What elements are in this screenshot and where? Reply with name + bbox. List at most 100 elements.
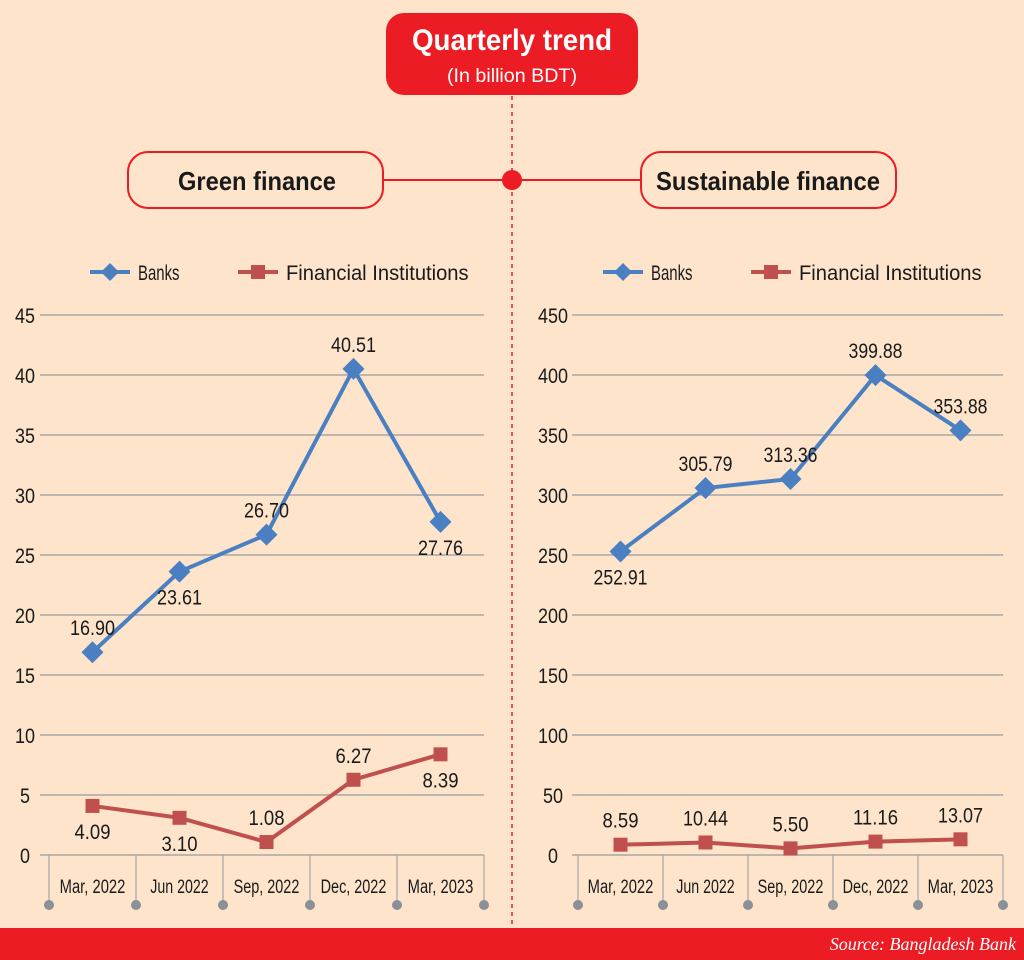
data-label: 353.88: [934, 395, 988, 418]
source-note: Source: Bangladesh Bank: [830, 934, 1017, 954]
data-label: 1.08: [249, 807, 285, 830]
y-tick-label: 30: [15, 485, 35, 508]
x-tick-label: Jun 2022: [150, 877, 208, 898]
data-label: 23.61: [157, 587, 202, 610]
y-tick-label: 45: [15, 305, 35, 328]
axis-dot: [828, 900, 838, 910]
y-tick-label: 100: [538, 725, 568, 748]
data-label: 6.27: [336, 745, 372, 768]
page-title: Quarterly trend: [412, 24, 612, 57]
data-point: [613, 837, 628, 852]
data-label: 27.76: [418, 537, 463, 560]
title-box: [386, 13, 638, 95]
y-tick-label: 40: [15, 365, 35, 388]
data-label: 40.51: [331, 334, 376, 357]
data-label: 10.44: [683, 807, 728, 830]
axis-dot: [658, 900, 668, 910]
data-point: [609, 540, 632, 563]
y-tick-label: 15: [15, 665, 35, 688]
x-tick-label: Mar, 2023: [928, 877, 994, 898]
data-label: 313.36: [764, 444, 818, 467]
y-tick-label: 200: [538, 605, 568, 628]
data-point: [85, 798, 100, 813]
data-point: [81, 641, 104, 664]
data-label: 13.07: [938, 804, 983, 827]
y-tick-label: 20: [15, 605, 35, 628]
x-tick-label: Mar, 2023: [408, 877, 474, 898]
green-finance-box: [127, 151, 384, 209]
x-tick-label: Mar, 2022: [588, 877, 654, 898]
axis-dot: [305, 900, 315, 910]
chart-sustainable-finance: 0 50 100 150 200 250 300 350 400 450 Mar, 2022 Jun …: [538, 262, 1008, 910]
y-tick-label: 150: [538, 665, 568, 688]
chart-green-finance: 0 5 10 15 20 25 30 35 40 45 Mar, 2022 Jun 2022 Sep, …: [15, 262, 489, 910]
diamond-marker-icon: [101, 263, 119, 281]
axis-dot: [218, 900, 228, 910]
data-point: [779, 467, 802, 490]
data-label: 8.39: [423, 769, 459, 792]
y-tick-label: 10: [15, 725, 35, 748]
data-point: [949, 419, 972, 442]
y-tick-label: 400: [538, 365, 568, 388]
data-point: [783, 841, 798, 856]
axis-dot: [743, 900, 753, 910]
diamond-marker-icon: [614, 263, 632, 281]
axis-dot: [998, 900, 1008, 910]
footer-bar: [0, 928, 1024, 960]
series-banks: 16.90 23.61 26.70 40.51 27.76: [70, 334, 463, 664]
legend-item-banks: Banks: [90, 262, 180, 285]
data-label: 252.91: [594, 567, 648, 590]
data-label: 3.10: [162, 833, 198, 856]
axis-dot: [131, 900, 141, 910]
x-tick-label: Dec, 2022: [321, 877, 387, 898]
legend-label: Banks: [138, 262, 180, 285]
data-point: [864, 364, 887, 387]
square-marker-icon: [764, 265, 778, 279]
data-point: [694, 477, 717, 500]
data-point: [259, 835, 274, 850]
data-point: [172, 810, 187, 825]
data-label: 16.90: [70, 617, 115, 640]
series-financial-institutions: 4.09 3.10 1.08 6.27 8.39: [75, 745, 459, 856]
axis-dot: [913, 900, 923, 910]
axis-dot: [573, 900, 583, 910]
data-point: [953, 832, 968, 847]
x-tick-label: Dec, 2022: [843, 877, 909, 898]
y-tick-label: 5: [20, 785, 30, 808]
y-tick-label: 0: [548, 845, 558, 868]
legend-label: Banks: [651, 262, 693, 285]
data-point: [698, 835, 713, 850]
chart-title-sustainable: Sustainable finance: [656, 166, 880, 196]
page-subtitle: (In billion BDT): [447, 66, 577, 87]
x-tick-label: Jun 2022: [676, 877, 734, 898]
y-tick-label: 35: [15, 425, 35, 448]
data-label: 4.09: [75, 821, 111, 844]
x-tick-label: Sep, 2022: [758, 877, 824, 898]
y-tick-label: 250: [538, 545, 568, 568]
data-point: [342, 357, 365, 380]
data-label: 26.70: [244, 500, 289, 523]
axis-dot: [44, 900, 54, 910]
legend-item-financial-institutions: Financial Institutions: [751, 262, 982, 285]
y-tick-label: 25: [15, 545, 35, 568]
data-label: 305.79: [679, 453, 733, 476]
series-banks: 252.91 305.79 313.36 399.88 353.88: [594, 340, 988, 589]
data-point: [255, 523, 278, 546]
data-point: [429, 510, 452, 533]
data-label: 399.88: [849, 340, 903, 363]
square-marker-icon: [251, 265, 265, 279]
axis-dot: [392, 900, 402, 910]
data-label: 11.16: [853, 807, 898, 830]
x-tick-label: Sep, 2022: [234, 877, 300, 898]
y-tick-label: 50: [543, 785, 563, 808]
data-point: [168, 560, 191, 583]
data-label: 8.59: [603, 810, 639, 833]
y-tick-label: 300: [538, 485, 568, 508]
legend-label: Financial Institutions: [799, 262, 982, 285]
x-tick-label: Mar, 2022: [60, 877, 126, 898]
data-point: [346, 772, 361, 787]
y-tick-label: 0: [20, 845, 30, 868]
connector-dot: [502, 170, 522, 190]
legend-item-banks: Banks: [603, 262, 693, 285]
